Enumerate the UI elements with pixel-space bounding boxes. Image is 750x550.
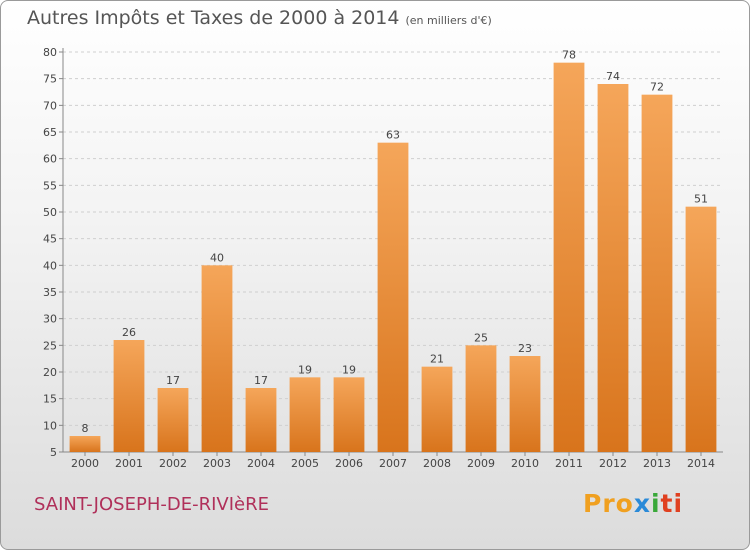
y-tick-label: 40 bbox=[43, 259, 57, 272]
y-tick-label: 5 bbox=[50, 446, 57, 459]
data-label: 72 bbox=[650, 81, 664, 94]
x-tick-label: 2004 bbox=[247, 457, 275, 470]
y-tick-label: 70 bbox=[43, 99, 57, 112]
logo-part: x bbox=[633, 489, 651, 518]
bar bbox=[641, 94, 673, 453]
bar bbox=[201, 265, 233, 452]
y-tick-label: 15 bbox=[43, 393, 57, 406]
bar bbox=[685, 206, 717, 452]
data-label: 74 bbox=[606, 70, 620, 83]
x-tick-label: 2002 bbox=[159, 457, 187, 470]
bar bbox=[465, 345, 497, 452]
x-tick-label: 2000 bbox=[71, 457, 99, 470]
x-tick-label: 2010 bbox=[511, 457, 539, 470]
y-tick-label: 55 bbox=[43, 179, 57, 192]
axes: 5 10 15 20 25 30 35 40 45 50 55 60 65 70 75 80 2000 2001 2… bbox=[43, 46, 723, 470]
data-label: 26 bbox=[122, 326, 136, 339]
data-label: 17 bbox=[254, 374, 268, 387]
x-tick-label: 2011 bbox=[555, 457, 583, 470]
x-tick-label: 2007 bbox=[379, 457, 407, 470]
bar bbox=[333, 377, 365, 452]
x-tick-label: 2012 bbox=[599, 457, 627, 470]
bar bbox=[289, 377, 321, 452]
data-label: 17 bbox=[166, 374, 180, 387]
data-labels: 8 26 17 40 17 19 19 63 21 25 23 78 74 72 51 bbox=[82, 49, 709, 435]
bar bbox=[245, 388, 277, 452]
bar bbox=[509, 356, 541, 452]
logo-part: Pro bbox=[583, 489, 634, 518]
x-tick-label: 2008 bbox=[423, 457, 451, 470]
bars bbox=[69, 62, 717, 453]
bar bbox=[421, 366, 453, 452]
bar bbox=[377, 142, 409, 452]
data-label: 8 bbox=[82, 422, 89, 435]
y-tick-label: 65 bbox=[43, 126, 57, 139]
bar bbox=[113, 340, 145, 452]
y-tick-label: 30 bbox=[43, 313, 57, 326]
x-tick-label: 2014 bbox=[687, 457, 715, 470]
x-tick-label: 2003 bbox=[203, 457, 231, 470]
y-tick-label: 10 bbox=[43, 419, 57, 432]
data-label: 21 bbox=[430, 353, 444, 366]
proxiti-logo: Proxiti bbox=[583, 489, 683, 518]
data-label: 78 bbox=[562, 49, 576, 62]
bar bbox=[553, 62, 585, 453]
title-unit: (en milliers d'€) bbox=[405, 14, 492, 27]
title-text: Autres Impôts et Taxes de 2000 à 2014 bbox=[27, 7, 400, 29]
y-tick-label: 35 bbox=[43, 286, 57, 299]
chart-title: Autres Impôts et Taxes de 2000 à 2014 (en… bbox=[27, 7, 492, 29]
data-label: 23 bbox=[518, 342, 532, 355]
data-label: 63 bbox=[386, 129, 400, 142]
logo-part: i bbox=[650, 489, 661, 518]
y-tick-label: 45 bbox=[43, 233, 57, 246]
bar bbox=[69, 436, 101, 452]
x-tick-label: 2006 bbox=[335, 457, 363, 470]
data-label: 19 bbox=[298, 363, 312, 376]
data-label: 40 bbox=[210, 251, 224, 264]
y-tick-label: 50 bbox=[43, 206, 57, 219]
bar bbox=[597, 84, 629, 452]
town-name: SAINT-JOSEPH-DE-RIVIèRE bbox=[34, 494, 269, 515]
y-tick-label: 80 bbox=[43, 46, 57, 59]
data-label: 51 bbox=[694, 193, 708, 206]
data-label: 19 bbox=[342, 363, 356, 376]
y-tick-label: 20 bbox=[43, 366, 57, 379]
x-tick-label: 2005 bbox=[291, 457, 319, 470]
y-tick-label: 60 bbox=[43, 153, 57, 166]
logo-part: ti bbox=[660, 489, 684, 518]
y-tick-label: 25 bbox=[43, 339, 57, 352]
x-tick-label: 2001 bbox=[115, 457, 143, 470]
x-tick-label: 2009 bbox=[467, 457, 495, 470]
data-label: 25 bbox=[474, 331, 488, 344]
x-tick-label: 2013 bbox=[643, 457, 671, 470]
y-tick-label: 75 bbox=[43, 73, 57, 86]
bar bbox=[157, 388, 189, 452]
